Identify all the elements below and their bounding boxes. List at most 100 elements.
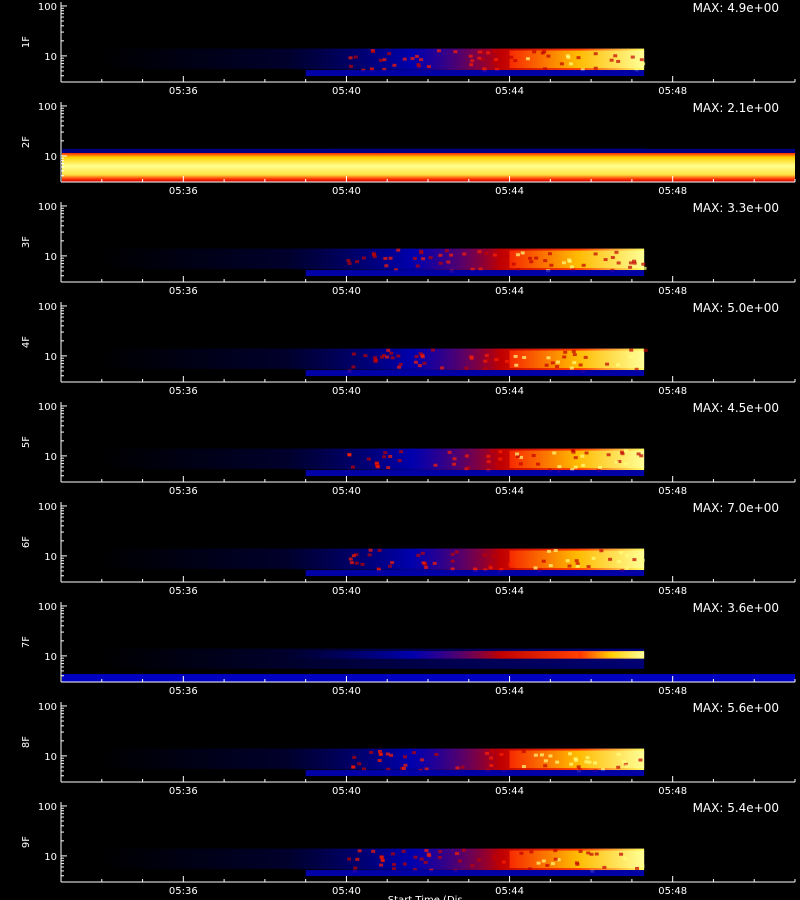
pixel-cell (438, 261, 443, 265)
pixel-cell (488, 564, 493, 568)
pixel-cell (388, 454, 393, 458)
pixel-cell (483, 367, 488, 371)
y-tick-label: 10 (44, 52, 57, 63)
panel-label: 7F (21, 636, 32, 648)
max-label: MAX: 5.0e+00 (693, 301, 779, 315)
pixel-cell (541, 859, 546, 863)
pixel-cell (520, 251, 525, 255)
pixel-cell (536, 861, 541, 865)
y-tick-label: 100 (38, 602, 57, 613)
pixel-cell (469, 63, 474, 67)
x-tick-label: 05:44 (495, 686, 524, 697)
pixel-cell (486, 51, 491, 55)
pixel-cell (496, 465, 501, 469)
pixel-cell (361, 256, 366, 260)
pixel-cell (573, 456, 578, 460)
pixel-cell (589, 852, 594, 856)
pixel-cell (583, 355, 588, 359)
y-tick-label: 100 (38, 202, 57, 213)
pixel-cell (522, 356, 527, 360)
max-label: MAX: 3.6e+00 (693, 601, 779, 615)
pixel-cell (402, 57, 407, 61)
pixel-cell (519, 455, 524, 459)
pixel-cell (566, 55, 571, 59)
pixel-cell (614, 250, 619, 254)
pixel-cell (633, 553, 638, 557)
pixel-cell (420, 758, 425, 762)
pixel-cell (613, 54, 618, 58)
pixel-cell (414, 355, 419, 359)
pixel-cell (548, 564, 553, 568)
pixel-cell (543, 259, 548, 263)
x-tick-label: 05:48 (658, 386, 687, 397)
emission-line (285, 651, 645, 659)
pixel-cell (351, 365, 356, 369)
pixel-cell (632, 259, 637, 263)
pixel-cell (480, 50, 485, 54)
pixel-cell (546, 54, 551, 58)
pixel-cell (634, 68, 639, 72)
pixel-cell (379, 355, 384, 359)
pixel-cell (567, 259, 572, 263)
pixel-cell (363, 354, 368, 358)
pixel-cell (450, 567, 455, 571)
panel-label: 4F (21, 336, 32, 348)
pixel-cell (498, 548, 503, 552)
pixel-cell (577, 768, 582, 772)
panel-label: 1F (21, 36, 32, 48)
pixel-cell (357, 762, 362, 766)
pixel-cell (434, 753, 439, 757)
pixel-cell (389, 753, 394, 757)
pixel-cell (574, 559, 579, 563)
pixel-cell (632, 261, 637, 265)
pixel-cell (496, 861, 501, 865)
pixel-cell (619, 852, 624, 856)
pixel-cell (490, 450, 495, 454)
pixel-cell (420, 551, 425, 555)
pixel-cell (484, 751, 489, 755)
pixel-cell (600, 768, 605, 772)
pixel-cell (384, 264, 389, 268)
pixel-cell (569, 762, 574, 766)
pixel-cell (623, 856, 628, 860)
panel-1f: 10 100 05:36 05:40 05:44 05:48 MAX: 4.9e+00 1F (21, 1, 796, 97)
pixel-cell (379, 863, 384, 867)
pixel-cell (491, 49, 496, 53)
pixel-cell (492, 60, 497, 64)
pixel-cell (515, 454, 520, 458)
pixel-cell (377, 548, 382, 552)
x-tick-label: 05:40 (332, 186, 361, 197)
pixel-cell (623, 462, 628, 466)
y-tick-label: 10 (44, 252, 57, 263)
pixel-cell (556, 858, 561, 862)
pixel-cell (397, 459, 402, 463)
x-tick-label: 05:40 (332, 386, 361, 397)
pixel-cell (559, 62, 564, 66)
pixel-cell (386, 348, 391, 352)
pixel-cell (521, 750, 526, 754)
pixel-cell (428, 256, 433, 260)
pixel-cell (519, 851, 524, 855)
pixel-cell (632, 558, 637, 562)
panel-label: 6F (21, 536, 32, 548)
pixel-cell (389, 351, 394, 355)
pixel-cell (499, 752, 504, 756)
pixel-cell (421, 561, 426, 565)
pixel-cell (447, 450, 452, 454)
pixel-cell (543, 67, 548, 71)
pixel-cell (489, 756, 494, 760)
pixel-cell (630, 55, 635, 59)
pixel-cell (616, 261, 621, 265)
x-tick-label: 05:44 (495, 386, 524, 397)
pixel-cell (614, 460, 619, 464)
pixel-cell (430, 348, 435, 352)
panel-label: 5F (21, 436, 32, 448)
pixel-cell (480, 58, 485, 62)
pixel-cell (638, 758, 643, 762)
pixel-cell (573, 757, 578, 761)
pixel-cell (571, 449, 576, 453)
pixel-cell (593, 761, 598, 765)
pixel-cell (516, 268, 521, 272)
pixel-cell (489, 748, 494, 752)
pixel-cell (373, 356, 378, 360)
